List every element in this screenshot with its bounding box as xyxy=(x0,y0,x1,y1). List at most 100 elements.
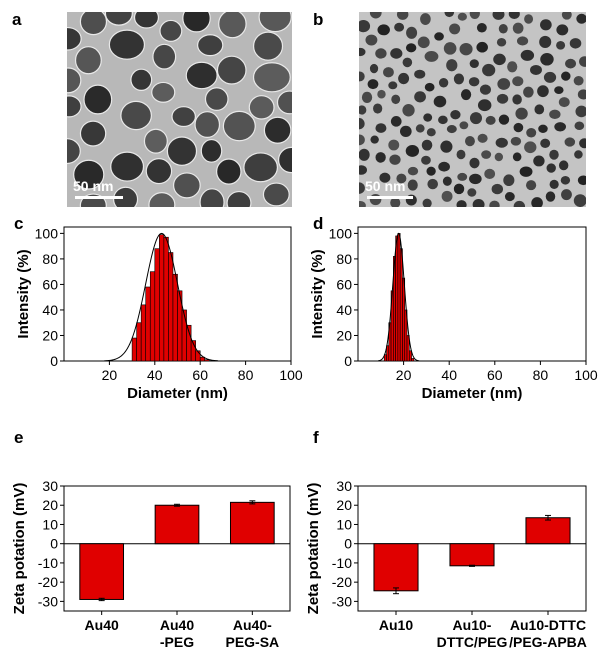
histogram-bar xyxy=(168,252,174,362)
nanoparticle xyxy=(108,29,146,60)
nanoparticle xyxy=(277,146,292,174)
x-tick-label: 40 xyxy=(147,367,163,383)
nanoparticle xyxy=(373,103,383,114)
zeta-bar xyxy=(449,543,495,567)
nanoparticle xyxy=(492,12,505,20)
nanoparticle xyxy=(446,125,457,134)
nanoparticle xyxy=(459,42,473,56)
y-tick-label: -30 xyxy=(38,593,58,609)
nanoparticle xyxy=(406,26,418,39)
gaussian-fit-line xyxy=(104,232,219,362)
nanoparticle xyxy=(543,71,557,83)
scale-bar-b xyxy=(367,196,413,199)
nanoparticle xyxy=(444,12,455,18)
y-tick-label: -10 xyxy=(332,555,352,571)
plot-frame xyxy=(357,226,587,362)
nanoparticle xyxy=(172,172,201,199)
y-tick-label: -20 xyxy=(332,574,352,590)
nanoparticle xyxy=(263,116,292,144)
nanoparticle xyxy=(390,116,402,127)
nanoparticle xyxy=(549,179,559,189)
nanoparticle xyxy=(377,89,386,99)
nanoparticle xyxy=(433,95,447,108)
nanoparticle xyxy=(513,122,524,133)
y-tick-label: 30 xyxy=(42,478,58,494)
nanoparticle xyxy=(383,67,394,78)
nanoparticle xyxy=(520,49,535,61)
nanoparticle xyxy=(407,166,419,176)
nanoparticle xyxy=(472,199,485,207)
nanoparticle xyxy=(222,110,256,142)
nanoparticle xyxy=(423,113,433,122)
x-tick-label: 20 xyxy=(396,367,412,383)
y-tick-label: 10 xyxy=(42,516,58,532)
nanoparticle xyxy=(417,36,430,49)
nanoparticle xyxy=(426,128,436,137)
nanoparticle xyxy=(467,188,477,197)
nanoparticle xyxy=(560,175,571,185)
zeta-bar-chart-e: -30 -20 -10 0 10 20 30 Zeta potation (mV) Au40 Au… xyxy=(11,478,291,650)
x-tick-label: 20 xyxy=(102,367,118,383)
nanoparticle xyxy=(369,12,382,19)
nanoparticle xyxy=(524,141,537,154)
nanoparticle xyxy=(359,165,367,175)
nanoparticle xyxy=(375,152,386,163)
nanoparticle xyxy=(512,76,524,87)
nanoparticle xyxy=(481,150,492,159)
nanoparticle xyxy=(485,115,496,125)
nanoparticle xyxy=(143,128,168,154)
nanoparticle xyxy=(441,190,453,202)
nanoparticle xyxy=(359,71,365,82)
nanoparticle xyxy=(74,46,102,75)
nanoparticle xyxy=(405,145,420,157)
category-label: Au10-DTTC/PEG xyxy=(437,617,508,650)
nanoparticle xyxy=(79,12,108,36)
nanoparticle xyxy=(545,191,556,202)
nanoparticle xyxy=(512,152,522,162)
nanoparticle xyxy=(359,47,366,57)
nanoparticle xyxy=(533,155,545,167)
nanoparticle xyxy=(482,63,496,77)
nanoparticle xyxy=(377,24,390,36)
nanoparticle xyxy=(67,95,82,118)
y-tick-label: 20 xyxy=(42,497,58,513)
nanoparticle xyxy=(199,188,225,207)
nanoparticle xyxy=(83,84,113,115)
y-tick-label: 20 xyxy=(336,327,352,343)
y-tick-label: 60 xyxy=(336,276,352,292)
y-tick-label: 40 xyxy=(42,302,58,318)
category-label: Au40-PEG-SA xyxy=(225,617,279,650)
histogram-bar xyxy=(136,322,142,362)
nanoparticle xyxy=(577,175,586,186)
nanoparticle xyxy=(171,106,196,128)
nanoparticle xyxy=(390,48,403,59)
nanoparticle xyxy=(512,94,522,105)
nanoparticle xyxy=(469,173,482,185)
nanoparticle xyxy=(426,166,436,176)
nanoparticle xyxy=(113,186,139,207)
y-axis-label: Intensity (%) xyxy=(309,249,326,338)
nanoparticle xyxy=(526,128,537,138)
nanoparticle xyxy=(402,103,415,117)
nanoparticle xyxy=(438,115,448,125)
zeta-bar xyxy=(79,543,125,600)
nanoparticle xyxy=(531,197,543,207)
nanoparticle xyxy=(276,90,292,115)
nanoparticle xyxy=(438,78,449,88)
nanoparticle xyxy=(484,168,496,179)
nanoparticle xyxy=(469,12,480,19)
nanoparticle xyxy=(446,59,458,72)
nanoparticle xyxy=(456,149,466,160)
nanoparticle xyxy=(523,86,534,98)
nanoparticle xyxy=(104,12,133,26)
nanoparticle xyxy=(79,120,107,147)
nanoparticle xyxy=(421,155,431,165)
category-label: Au40 -PEG xyxy=(160,617,194,650)
nanoparticle xyxy=(554,86,564,95)
nanoparticle xyxy=(367,79,379,90)
histogram-bar xyxy=(159,234,165,362)
nanoparticle xyxy=(110,151,145,182)
